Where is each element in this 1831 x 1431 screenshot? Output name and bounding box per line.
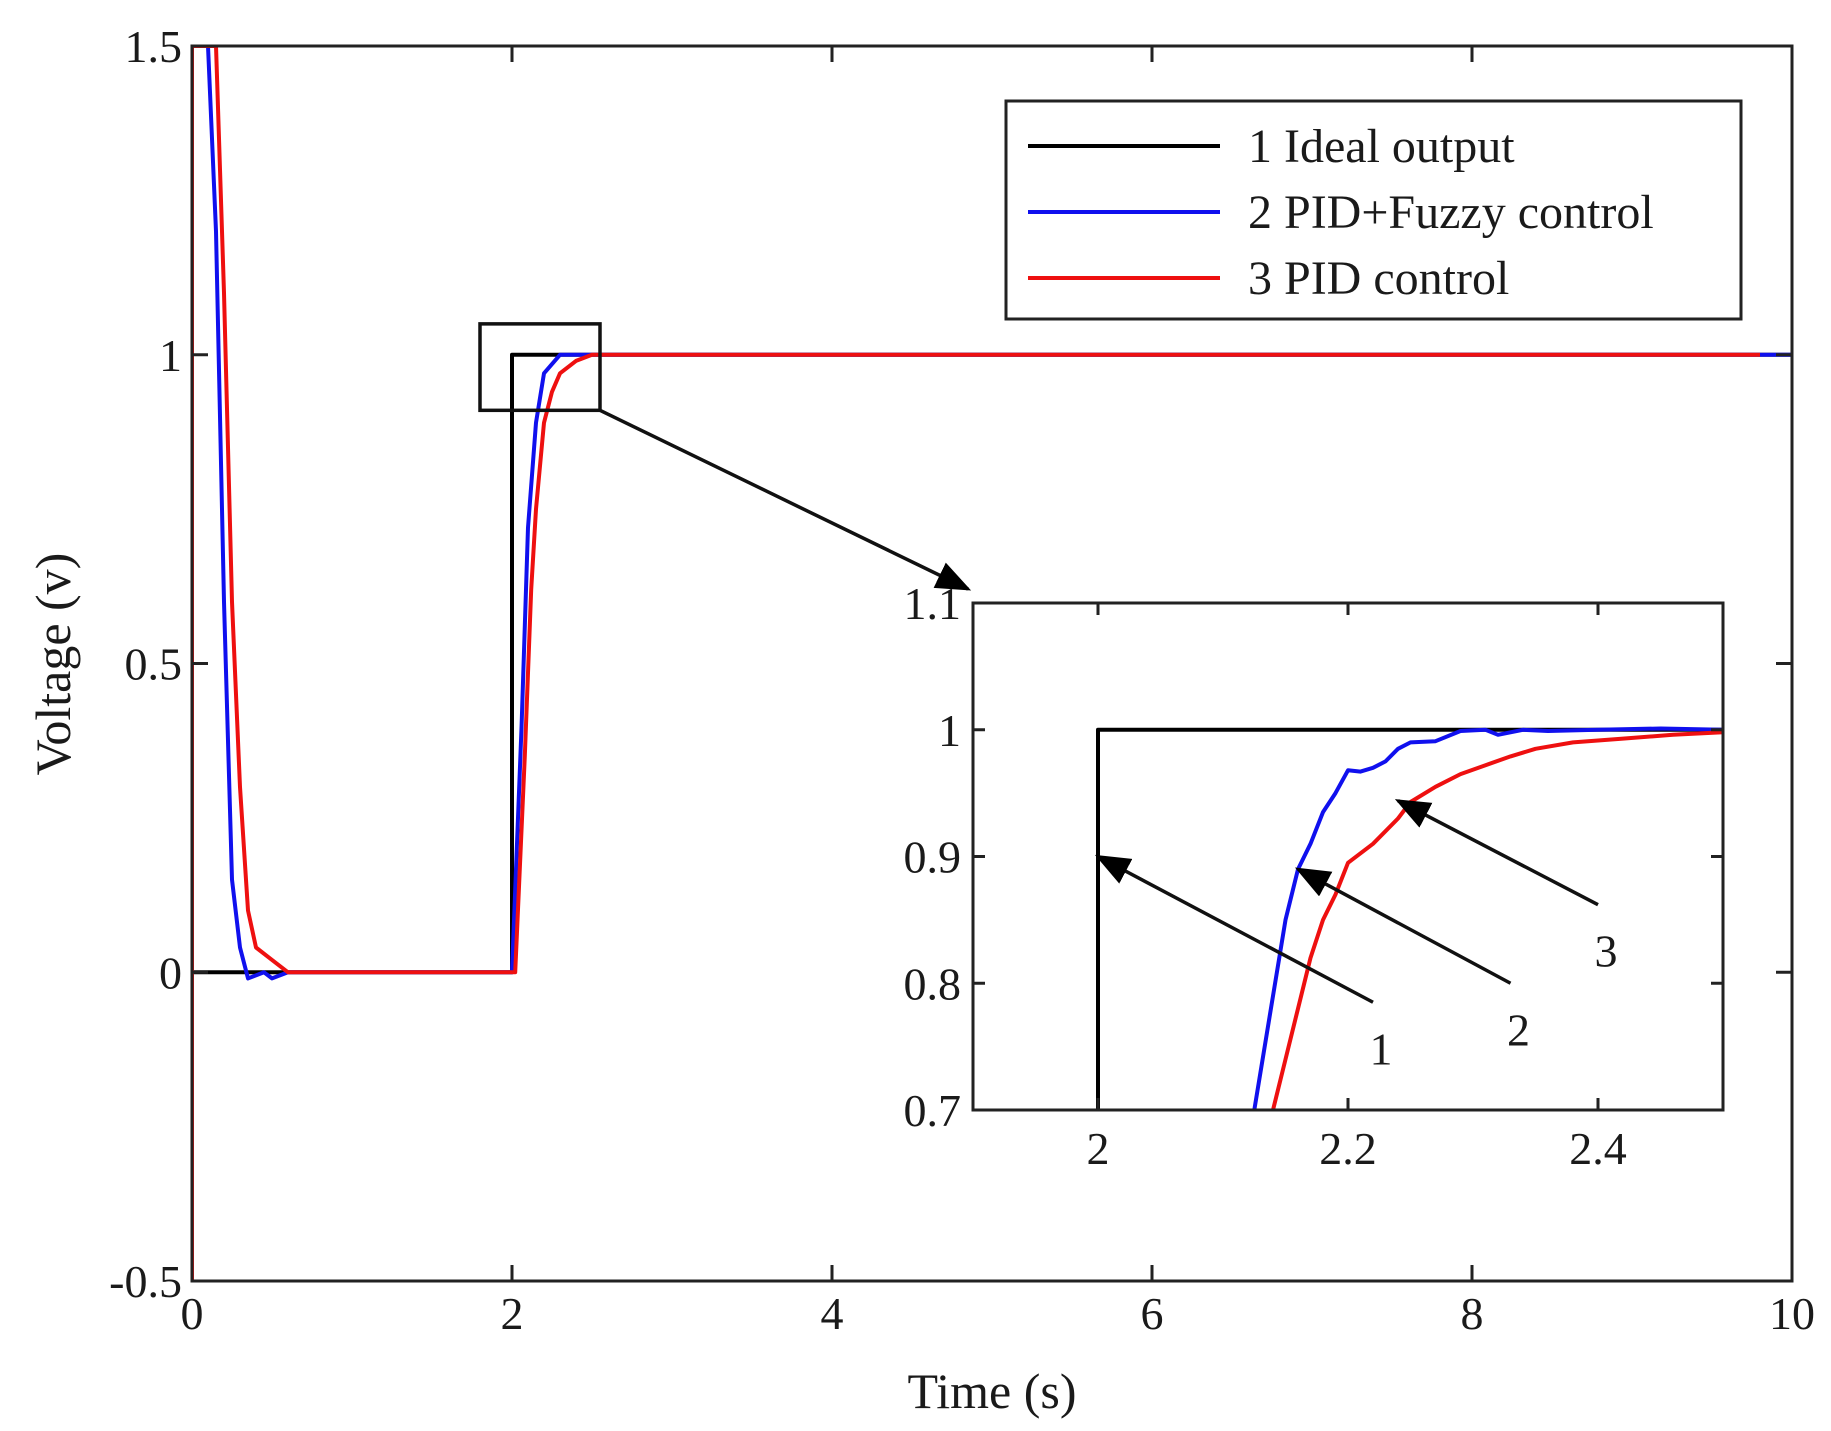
main-x-tick-label: 8 xyxy=(1461,1288,1484,1339)
main-x-tick-label: 2 xyxy=(501,1288,524,1339)
inset-y-ticks: 0.7 0.8 0.9 1 1.1 xyxy=(904,578,1723,1136)
main-y-tick-label: 0 xyxy=(159,947,182,998)
main-y-ticks: -0.5 0 0.5 1 1.5 xyxy=(109,21,1792,1307)
main-x-tick-label: 10 xyxy=(1769,1288,1815,1339)
legend-entry-ideal: 1 Ideal output xyxy=(1028,120,1515,173)
legend-label-pid-fuzzy: 2 PID+Fuzzy control xyxy=(1248,186,1654,239)
main-series-line-2 xyxy=(192,46,1792,1281)
legend-label-ideal: 1 Ideal output xyxy=(1248,120,1515,173)
inset-x-tick-label: 2 xyxy=(1087,1123,1110,1174)
main-x-tick-label: 0 xyxy=(181,1288,204,1339)
inset-y-tick-label: 1.1 xyxy=(904,578,962,629)
y-axis-label: Voltage (v) xyxy=(25,553,81,776)
main-x-ticks: 0 2 4 6 8 10 xyxy=(181,46,1815,1339)
main-y-tick-label: 1 xyxy=(159,330,182,381)
main-y-tick-label: 1.5 xyxy=(125,21,183,72)
zoom-indicator xyxy=(478,322,972,591)
inset-series-line-2 xyxy=(1252,726,1723,1110)
inset-y-tick-label: 0.9 xyxy=(904,832,962,883)
inset-plot: 2 2.2 2.4 0.7 0.8 0.9 1 1.1 1 2 3 xyxy=(904,578,1725,1174)
inset-x-tick-label: 2.4 xyxy=(1569,1123,1627,1174)
inset-background xyxy=(973,603,1723,1110)
callout-label-1: 1 xyxy=(1370,1023,1393,1074)
main-x-tick-label: 4 xyxy=(821,1288,844,1339)
main-y-tick-label: -0.5 xyxy=(109,1256,182,1307)
inset-y-tick-label: 0.7 xyxy=(904,1085,962,1136)
callout-label-2: 2 xyxy=(1507,1004,1530,1055)
main-y-tick-label: 0.5 xyxy=(125,639,183,690)
inset-y-tick-label: 0.8 xyxy=(904,958,962,1009)
zoom-connector-arrow xyxy=(599,408,972,591)
legend-label-pid: 3 PID control xyxy=(1248,252,1509,305)
inset-x-ticks: 2 2.2 2.4 xyxy=(1087,603,1627,1174)
callout-label-3: 3 xyxy=(1595,926,1618,977)
main-series-line-3 xyxy=(192,46,1760,1281)
x-axis-label: Time (s) xyxy=(907,1363,1076,1419)
inset-callouts: 1 2 3 xyxy=(1094,799,1618,1074)
main-x-tick-label: 6 xyxy=(1141,1288,1164,1339)
legend: 1 Ideal output 2 PID+Fuzzy control 3 PID… xyxy=(1004,99,1743,321)
main-plot: 0 2 4 6 8 10 -0.500.511.5 Time (s) Voltage (v… xyxy=(25,21,1815,1419)
inset-y-tick-label: 1 xyxy=(938,705,961,756)
inset-x-tick-label: 2.2 xyxy=(1319,1123,1377,1174)
callout-arrow-2 xyxy=(1294,867,1512,985)
legend-entry-pid: 3 PID control xyxy=(1028,252,1509,305)
legend-entry-pid-fuzzy: 2 PID+Fuzzy control xyxy=(1028,186,1654,239)
callout-arrow-1 xyxy=(1094,854,1374,1004)
callout-arrow-3 xyxy=(1394,799,1599,907)
zoom-box xyxy=(478,322,602,413)
main-series-group xyxy=(192,46,1792,1281)
